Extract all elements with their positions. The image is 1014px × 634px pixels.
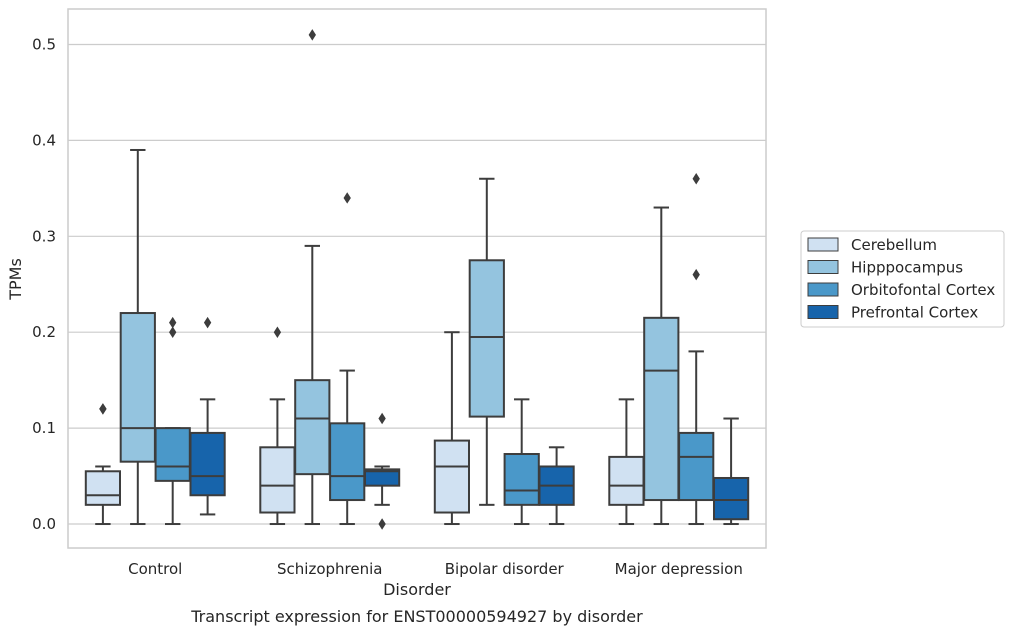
- box-schizophrenia-cerebellum: [259, 326, 296, 526]
- legend: Cerebellum Hipppocampus Orbitofontal Corte…: [800, 230, 1005, 328]
- outlier-point: [692, 268, 700, 281]
- outlier-point: [273, 326, 282, 338]
- legend-label: Cerebellum: [851, 236, 937, 254]
- box-control-hipppocampus: [119, 148, 156, 526]
- box-major-depression-cerebellum: [608, 398, 645, 526]
- outlier-point: [692, 173, 700, 185]
- box-control-orbitofontal-cortex: [154, 316, 191, 526]
- box-iqr: [643, 316, 680, 502]
- plot-frame: [67, 8, 767, 549]
- box-control-prefrontal-cortex: [189, 316, 226, 516]
- y-tick-labels: 0.0 0.1 0.2 0.3 0.4 0.5: [32, 35, 56, 533]
- x-tick-label: Bipolar disorder: [445, 560, 565, 578]
- outlier-point: [203, 316, 212, 329]
- legend-swatch: [807, 237, 839, 252]
- outlier-point: [169, 316, 177, 329]
- box-major-depression-hipppocampus: [643, 206, 680, 526]
- legend-label: Orbitofontal Cortex: [851, 281, 995, 299]
- y-tick-label: 0.2: [32, 323, 56, 341]
- y-tick-label: 0.5: [32, 35, 56, 53]
- x-tick-label: Control: [128, 560, 182, 578]
- chart-caption: Transcript expression for ENST0000059492…: [190, 607, 643, 626]
- box-major-depression-orbitofontal-cortex: [678, 173, 715, 526]
- box-groups: [84, 29, 750, 530]
- box-iqr: [503, 453, 540, 506]
- legend-label: Prefrontal Cortex: [851, 304, 978, 322]
- y-tick-label: 0.4: [32, 131, 56, 149]
- box-bipolar-disorder-orbitofontal-cortex: [503, 398, 540, 526]
- y-tick-label: 0.0: [32, 515, 56, 533]
- box-iqr: [678, 431, 715, 502]
- y-tick-label: 0.1: [32, 419, 56, 437]
- box-major-depression-prefrontal-cortex: [712, 417, 750, 526]
- x-tick-label: Major depression: [615, 560, 743, 578]
- y-axis-title: TPMs: [6, 258, 25, 301]
- box-iqr: [329, 422, 366, 502]
- box-bipolar-disorder-cerebellum: [433, 331, 471, 526]
- outlier-point: [378, 518, 386, 530]
- legend-swatch: [807, 282, 839, 297]
- outlier-point: [99, 403, 107, 415]
- box-iqr: [119, 312, 156, 463]
- box-iqr: [154, 427, 191, 482]
- box-control-cerebellum: [84, 403, 122, 526]
- box-iqr: [712, 476, 750, 521]
- box-iqr: [468, 259, 505, 418]
- box-iqr: [363, 468, 401, 487]
- box-iqr: [433, 439, 471, 514]
- box-bipolar-disorder-prefrontal-cortex: [538, 446, 575, 526]
- box-bipolar-disorder-hipppocampus: [468, 177, 505, 506]
- y-tick-label: 0.3: [32, 227, 56, 245]
- x-tick-labels: Control Schizophrenia Bipolar disorder Majo…: [128, 560, 743, 578]
- box-schizophrenia-hipppocampus: [294, 29, 331, 526]
- box-iqr: [84, 470, 122, 506]
- box-iqr: [294, 379, 331, 476]
- legend-swatch: [807, 305, 839, 319]
- x-tick-label: Schizophrenia: [277, 560, 382, 578]
- outlier-point: [378, 412, 386, 425]
- box-schizophrenia-orbitofontal-cortex: [329, 192, 366, 526]
- legend-label: Hipppocampus: [851, 259, 963, 277]
- x-axis-title: Disorder: [383, 580, 451, 599]
- box-schizophrenia-prefrontal-cortex: [363, 412, 401, 530]
- box-iqr: [259, 446, 296, 514]
- box-iqr: [189, 431, 226, 497]
- outlier-point: [169, 326, 177, 338]
- outlier-point: [343, 192, 351, 204]
- outlier-point: [308, 29, 316, 41]
- legend-frame: [800, 230, 1005, 328]
- box-iqr: [608, 455, 645, 506]
- legend-swatch: [807, 260, 839, 274]
